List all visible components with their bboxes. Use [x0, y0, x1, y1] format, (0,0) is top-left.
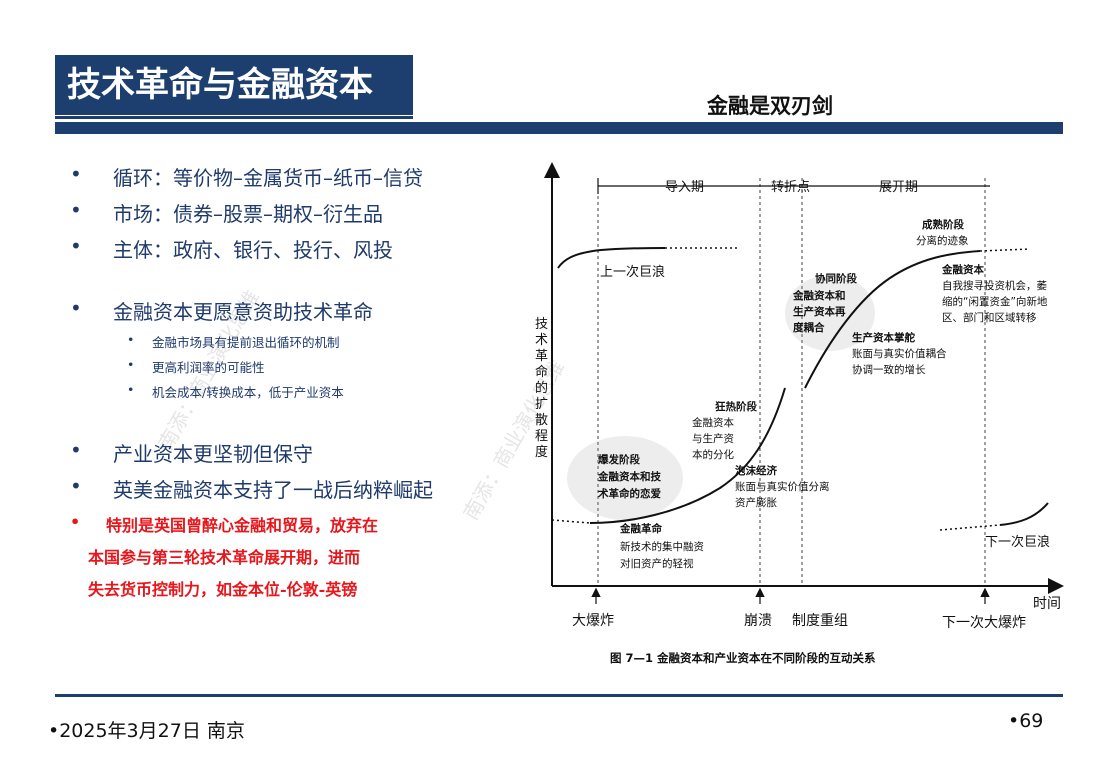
- svg-text:度耦合: 度耦合: [793, 321, 825, 334]
- installation-curve: [589, 387, 786, 524]
- event-label: 下一次大爆炸: [942, 615, 1026, 631]
- deployment-curve: [804, 250, 981, 389]
- svg-text:术: 术: [535, 333, 548, 348]
- event-label: 大爆炸: [572, 613, 614, 629]
- svg-text:金融革命: 金融革命: [619, 522, 662, 535]
- y-axis-label: 技 术 革 命 的 扩 散 程 度: [535, 317, 548, 460]
- stage-financial-revolution: 金融革命 新技术的集中融资 对旧资产的轻视: [619, 522, 704, 570]
- bullet-marker: •: [70, 162, 82, 186]
- title-underline: [55, 116, 413, 119]
- bullet-text: 金融资本更愿意资助技术革命: [113, 300, 373, 324]
- slide-subtitle: 金融是双刃剑: [707, 93, 833, 118]
- svg-text:缩的“闲置资金”向新地: 缩的“闲置资金”向新地: [942, 295, 1048, 308]
- x-axis-label: 时间: [1033, 596, 1061, 612]
- svg-text:泡沫经济: 泡沫经济: [735, 464, 777, 477]
- interaction-diagram: 导入期 转折点 展开期 上一次巨浪 下一次巨浪 技 术 革 命 的 扩: [530, 158, 1070, 678]
- svg-text:新技术的集中融资: 新技术的集中融资: [620, 540, 704, 553]
- stage-finance-search: 金融资本 自我搜寻投资机会，萎 缩的“闲置资金”向新地 区、部门和区域转移: [941, 263, 1048, 324]
- svg-text:狂热阶段: 狂热阶段: [715, 400, 757, 413]
- bullet-marker: •: [70, 438, 82, 462]
- phase-label: 导入期: [665, 180, 704, 195]
- previous-wave-curve: [557, 247, 666, 269]
- bullet-text: 产业资本更坚韧但保守: [113, 442, 313, 466]
- red-bullet-line: 特别是英国曾醉心金融和贸易，放弃在: [106, 516, 379, 535]
- svg-text:的: 的: [535, 380, 548, 396]
- svg-text:金融资本: 金融资本: [941, 263, 984, 276]
- stage-bubble: 泡沫经济 账面与真实价值分离 资产膨胀: [735, 464, 830, 509]
- diagram-svg: 导入期 转折点 展开期 上一次巨浪 下一次巨浪 技 术 革 命 的 扩: [535, 162, 1064, 665]
- bullet-text: 循环：等价物–金属货币–纸币–信贷: [113, 166, 423, 190]
- bullet-marker: •: [127, 332, 135, 347]
- svg-text:术革命的恋爱: 术革命的恋爱: [597, 487, 661, 500]
- bullet-text: 更高利润率的可能性: [152, 360, 265, 375]
- svg-text:扩: 扩: [535, 397, 548, 412]
- phase-label: 转折点: [771, 180, 810, 195]
- svg-text:革: 革: [535, 349, 548, 364]
- svg-text:金融资本: 金融资本: [692, 416, 734, 429]
- svg-text:自我搜寻投资机会，萎: 自我搜寻投资机会，萎: [942, 279, 1047, 292]
- bullet-text: 金融市场具有提前退出循环的机制: [152, 335, 340, 350]
- phase-label: 展开期: [879, 180, 918, 195]
- bullet-marker: •: [70, 198, 82, 222]
- svg-text:区、部门和区域转移: 区、部门和区域转移: [942, 311, 1037, 324]
- red-bullet-line: 本国参与第三轮技术革命展开期，进而: [88, 548, 361, 567]
- figure-caption: 图 7—1 金融资本和产业资本在不同阶段的互动关系: [610, 651, 876, 665]
- event-label: 制度重组: [792, 613, 848, 629]
- previous-wave-label: 上一次巨浪: [600, 264, 665, 280]
- svg-text:账面与真实价值耦合: 账面与真实价值耦合: [852, 347, 947, 360]
- svg-text:对旧资产的轻视: 对旧资产的轻视: [620, 557, 694, 570]
- svg-text:散: 散: [535, 413, 548, 428]
- svg-text:本的分化: 本的分化: [692, 448, 734, 461]
- svg-text:金融资本和技: 金融资本和技: [597, 470, 661, 483]
- slide-title: 技术革命与金融资本: [67, 65, 373, 105]
- bullet-text: 机会成本/转换成本，低于产业资本: [152, 385, 344, 400]
- header-rule: [55, 122, 1063, 134]
- footer-date: •2025年3月27日 南京: [48, 720, 245, 742]
- bullet-text: 市场：债券–股票–期权–衍生品: [113, 202, 383, 226]
- bullet-marker: •: [70, 512, 81, 531]
- svg-text:度: 度: [535, 444, 548, 460]
- event-label: 崩溃: [744, 613, 772, 629]
- red-bullet-line: 失去货币控制力，如金本位-伦敦-英镑: [88, 580, 358, 599]
- stage-maturity: 成熟阶段 分离的迹象: [916, 218, 969, 247]
- footer-rule: [55, 694, 1063, 697]
- svg-text:账面与真实价值分离: 账面与真实价值分离: [735, 480, 830, 493]
- bullet-text: 主体：政府、银行、投行、风投: [113, 238, 393, 262]
- svg-text:生产资本再: 生产资本再: [793, 305, 846, 318]
- stage-production: 生产资本掌舵 账面与真实价值耦合 协调一致的增长: [852, 331, 947, 376]
- bullet-marker: •: [70, 296, 82, 320]
- title-banner: 技术革命与金融资本: [55, 55, 413, 115]
- stage-synergy: 协同阶段 金融资本和 生产资本再 度耦合: [792, 272, 857, 334]
- next-wave-label: 下一次巨浪: [985, 534, 1050, 550]
- svg-text:协同阶段: 协同阶段: [815, 272, 857, 285]
- stage-frenzy: 狂热阶段 金融资本 与生产资 本的分化: [692, 400, 757, 461]
- bullet-marker: •: [70, 474, 82, 498]
- svg-text:生产资本掌舵: 生产资本掌舵: [852, 331, 915, 344]
- next-wave-curve: [999, 502, 1049, 526]
- svg-text:命: 命: [535, 364, 548, 380]
- svg-text:爆发阶段: 爆发阶段: [598, 453, 640, 466]
- svg-text:协调一致的增长: 协调一致的增长: [852, 363, 926, 376]
- svg-text:与生产资: 与生产资: [692, 432, 734, 445]
- svg-text:成熟阶段: 成熟阶段: [922, 218, 964, 231]
- bullet-marker: •: [127, 357, 135, 372]
- bullet-marker: •: [70, 234, 82, 258]
- svg-text:资产膨胀: 资产膨胀: [735, 496, 777, 509]
- svg-text:程: 程: [535, 429, 548, 444]
- svg-text:技: 技: [535, 317, 548, 332]
- stage-eruption: 爆发阶段 金融资本和技 术革命的恋爱: [597, 453, 661, 500]
- svg-text:分离的迹象: 分离的迹象: [916, 234, 969, 247]
- bullet-marker: •: [127, 382, 135, 397]
- svg-text:金融资本和: 金融资本和: [792, 289, 846, 302]
- bullet-text: 英美金融资本支持了一战后纳粹崛起: [113, 478, 433, 502]
- page-number: •69: [1008, 710, 1044, 732]
